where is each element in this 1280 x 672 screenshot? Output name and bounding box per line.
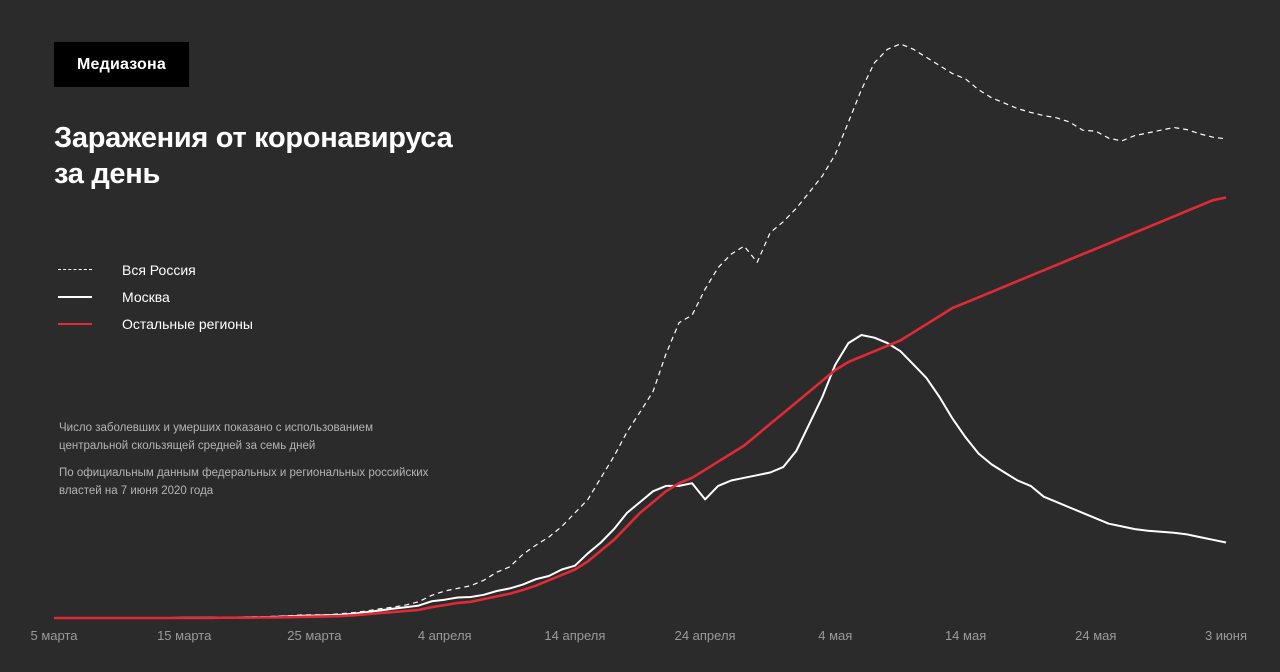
- legend: Вся Россия Москва Остальные регионы: [58, 256, 253, 337]
- series-russia-line: [54, 43, 1227, 619]
- legend-label-regions: Остальные регионы: [122, 315, 253, 332]
- legend-item-russia: Вся Россия: [58, 256, 253, 283]
- x-tick-label: 5 марта: [31, 628, 79, 643]
- x-tick-label: 4 апреля: [418, 628, 472, 643]
- x-tick-label: 14 мая: [945, 628, 986, 643]
- legend-label-moscow: Москва: [122, 288, 170, 305]
- series-regions-line: [54, 196, 1227, 620]
- method-note: Число заболевших и умерших показано с ис…: [59, 422, 373, 452]
- x-tick-label: 25 марта: [287, 628, 342, 643]
- logo: Медиазона: [54, 42, 189, 87]
- title-line-1: Заражения от коронавируса: [54, 122, 453, 154]
- chart-title: Заражения от коронавируса за день: [54, 120, 554, 192]
- legend-item-regions: Остальные регионы: [58, 310, 253, 337]
- legend-label-russia: Вся Россия: [122, 261, 196, 278]
- title-line-2: за день: [54, 158, 160, 190]
- x-tick-label: 24 апреля: [675, 628, 736, 643]
- legend-swatch-regions: [58, 322, 92, 325]
- x-tick-label: 4 мая: [818, 628, 852, 643]
- series-moscow-line: [54, 334, 1227, 619]
- legend-swatch-moscow: [58, 295, 92, 298]
- source-note: По официальным данным федеральных и реги…: [59, 467, 429, 497]
- legend-swatch-russia: [58, 269, 92, 270]
- x-tick-label: 14 апреля: [544, 628, 605, 643]
- x-tick-label: 15 марта: [157, 628, 212, 643]
- x-tick-label: 24 мая: [1075, 628, 1116, 643]
- legend-item-moscow: Москва: [58, 283, 253, 310]
- x-tick-label: 3 июня: [1205, 628, 1247, 643]
